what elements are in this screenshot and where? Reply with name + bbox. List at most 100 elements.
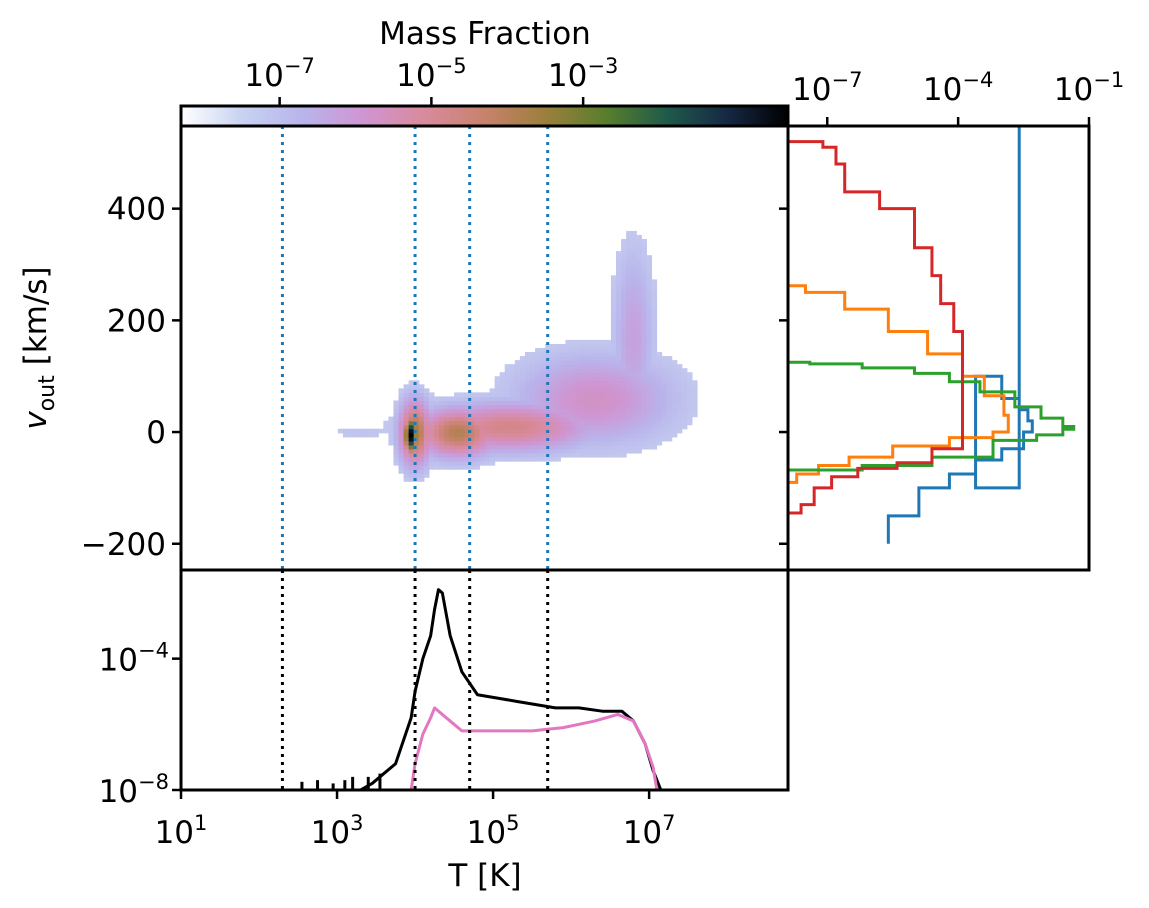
heatmap-cell bbox=[621, 388, 627, 393]
heatmap-cell bbox=[626, 360, 632, 365]
heatmap-cell bbox=[600, 396, 607, 402]
heatmap-cell bbox=[489, 461, 496, 466]
heatmap-cell bbox=[494, 416, 501, 422]
heatmap-cell bbox=[585, 412, 592, 418]
heatmap-cell bbox=[595, 364, 602, 369]
heatmap-cell bbox=[585, 352, 592, 357]
heatmap-cell bbox=[641, 279, 647, 285]
heatmap-cell bbox=[393, 428, 400, 434]
heatmap-cell bbox=[408, 473, 415, 478]
heatmap-cell bbox=[524, 376, 531, 381]
heatmap-cell bbox=[524, 392, 531, 398]
heatmap-cell bbox=[636, 448, 642, 454]
heatmap-cell bbox=[651, 364, 658, 369]
heatmap-cell bbox=[621, 331, 627, 337]
heatmap-cell bbox=[610, 307, 617, 313]
heatmap-cell bbox=[464, 392, 470, 398]
heatmap-cell bbox=[509, 448, 516, 454]
heatmap-cell bbox=[519, 456, 526, 462]
heatmap-cell bbox=[383, 424, 389, 430]
heatmap-cell bbox=[484, 456, 491, 462]
heatmap-cell bbox=[661, 360, 668, 365]
heatmap-cell bbox=[519, 392, 526, 398]
heatmap-cell bbox=[595, 348, 602, 353]
heatmap-cell bbox=[555, 436, 561, 442]
heatmap-cell bbox=[474, 412, 481, 418]
heatmap-cell bbox=[636, 299, 642, 305]
heatmap-cell bbox=[494, 432, 501, 438]
heatmap-cell bbox=[610, 303, 617, 309]
heatmap-cell bbox=[438, 428, 445, 434]
heatmap-cell bbox=[540, 404, 546, 410]
heatmap-cell bbox=[656, 408, 663, 414]
heatmap-cell bbox=[469, 456, 475, 462]
heatmap-cell bbox=[514, 360, 521, 365]
heatmap-cell bbox=[408, 384, 415, 389]
heatmap-cell bbox=[540, 424, 546, 430]
heatmap-cell bbox=[509, 428, 516, 434]
heatmap-cell bbox=[661, 424, 668, 430]
heatmap-cell bbox=[540, 376, 546, 381]
heatmap-cell bbox=[428, 408, 435, 414]
velocity-histogram-line bbox=[788, 140, 964, 515]
heatmap-cell bbox=[560, 360, 567, 365]
heatmap-cell bbox=[464, 408, 470, 414]
heatmap-cell bbox=[535, 372, 541, 377]
heatmap-cell bbox=[459, 404, 465, 410]
heatmap-cell bbox=[595, 384, 602, 389]
heatmap-cell bbox=[646, 428, 653, 434]
heatmap-cell bbox=[550, 343, 556, 349]
heatmap-cell bbox=[621, 327, 627, 333]
heatmap-cell bbox=[671, 412, 678, 418]
heatmap-cell bbox=[641, 360, 647, 365]
heatmap-cell bbox=[464, 465, 470, 470]
heatmap-cell bbox=[444, 444, 450, 450]
heatmap-cell bbox=[600, 404, 607, 410]
heatmap-cell bbox=[509, 432, 516, 438]
heatmap-cell bbox=[524, 416, 531, 422]
heatmap-cell bbox=[530, 384, 536, 389]
heatmap-cell bbox=[651, 311, 658, 317]
heatmap-cell bbox=[494, 404, 501, 410]
heatmap-cell bbox=[651, 388, 658, 393]
heatmap-cell bbox=[595, 400, 602, 406]
heatmap-cell bbox=[651, 307, 658, 313]
heatmap-cell bbox=[408, 388, 415, 393]
heatmap-cell bbox=[656, 440, 663, 446]
heatmap-cell bbox=[621, 335, 627, 341]
heatmap-cell bbox=[656, 412, 663, 418]
heatmap-cell bbox=[666, 428, 673, 434]
heatmap-cell bbox=[514, 380, 521, 385]
heatmap-cell bbox=[479, 412, 486, 418]
heatmap-cell bbox=[621, 392, 627, 398]
heatmap-cell bbox=[570, 348, 577, 353]
heatmap-cell bbox=[590, 348, 597, 353]
heatmap-cell bbox=[449, 428, 455, 434]
heatmap-cell bbox=[383, 420, 389, 426]
heatmap-cell bbox=[555, 440, 561, 446]
heatmap-cell bbox=[651, 299, 658, 305]
heatmap-cell bbox=[555, 448, 561, 454]
heatmap-cell bbox=[418, 424, 425, 430]
heatmap-cell bbox=[580, 356, 587, 361]
heatmap-cell bbox=[651, 392, 658, 398]
heatmap-cell bbox=[616, 388, 622, 393]
heatmap-cell bbox=[575, 368, 582, 373]
heatmap-cell bbox=[666, 356, 673, 361]
heatmap-cell bbox=[636, 271, 642, 276]
heatmap-cell bbox=[580, 432, 587, 438]
heatmap-cell bbox=[621, 384, 627, 389]
heatmap-cell bbox=[459, 456, 465, 462]
heatmap-cell bbox=[600, 372, 607, 377]
heatmap-cell bbox=[398, 436, 405, 442]
heatmap-cell bbox=[423, 456, 430, 462]
heatmap-cell bbox=[474, 436, 481, 442]
heatmap-cell bbox=[418, 392, 425, 398]
heatmap-cell bbox=[459, 440, 465, 446]
heatmap-cell bbox=[519, 388, 526, 393]
heatmap-cell bbox=[616, 396, 622, 402]
heatmap-cell bbox=[433, 400, 440, 406]
heatmap-cell bbox=[418, 469, 425, 474]
heatmap-cell bbox=[605, 440, 612, 446]
heatmap-cell bbox=[565, 356, 572, 361]
